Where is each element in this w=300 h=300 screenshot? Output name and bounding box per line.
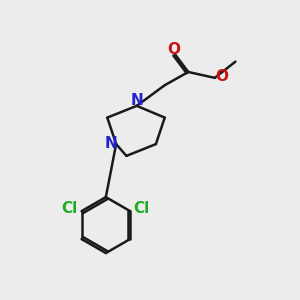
- Text: O: O: [215, 69, 228, 84]
- Text: O: O: [167, 41, 180, 56]
- Text: N: N: [131, 93, 144, 108]
- Text: Cl: Cl: [133, 201, 149, 216]
- Text: Cl: Cl: [61, 201, 77, 216]
- Text: N: N: [105, 136, 118, 151]
